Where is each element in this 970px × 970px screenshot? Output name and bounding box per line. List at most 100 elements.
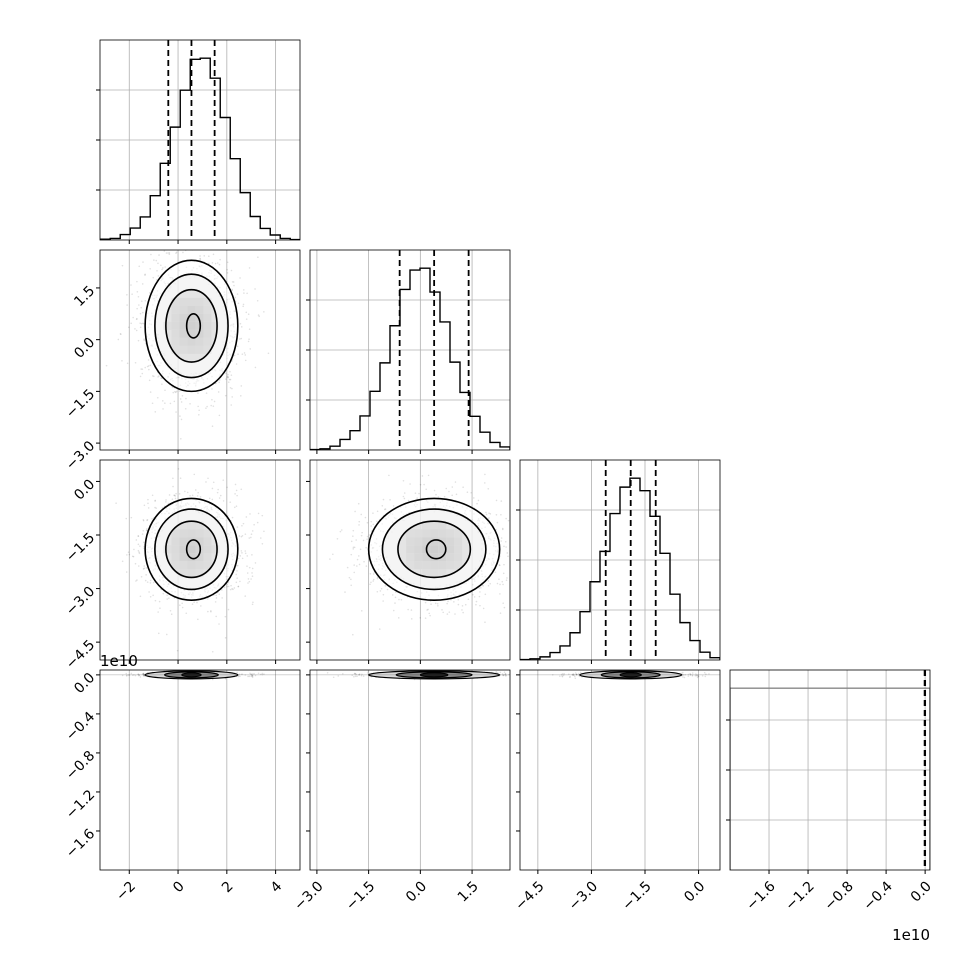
sample-point [248,580,251,583]
sample-point [445,487,448,490]
sample-point [126,304,128,306]
sample-point [142,518,145,521]
sample-point [219,258,221,261]
sample-point [562,674,565,677]
sample-point [479,591,481,593]
sample-point [479,604,481,607]
sample-point [140,322,143,325]
sample-point [256,521,259,524]
sample-point [218,379,221,381]
sample-point [127,674,130,676]
sample-point [425,488,428,491]
sample-point [522,548,524,550]
sample-point [240,337,243,340]
sample-point [135,580,137,582]
sample-point [211,388,213,390]
sample-point [206,598,209,600]
sample-point [153,259,155,261]
sample-point [234,506,236,509]
sample-point [248,566,251,569]
sample-point [447,600,449,603]
sample-point [139,326,142,329]
sample-point [137,339,140,342]
sample-point [480,586,482,589]
scatter-panel-0-1 [100,250,277,450]
sample-point [168,494,171,496]
sample-point [164,402,166,405]
sample-point [368,534,371,536]
sample-point [212,405,215,407]
sample-point [168,253,171,256]
sample-point [145,529,148,532]
sample-point [689,672,691,675]
sample-point [143,565,146,567]
sample-point [455,493,458,496]
sample-point [253,672,255,675]
sample-point [241,673,244,676]
sample-point [684,673,687,676]
sample-point [180,418,183,421]
sample-point [249,348,252,350]
sample-point [504,540,507,543]
sample-point [227,376,230,378]
x-tick-label: −1.2 [782,878,817,913]
sample-point [523,672,525,674]
panel-frame [519,669,721,871]
sample-point [687,675,690,677]
sample-point [236,671,238,674]
sample-point [147,507,150,509]
sample-point [427,608,429,611]
sample-point [362,539,365,542]
sample-point [471,593,474,596]
sample-point [326,672,329,674]
sample-point [470,491,473,494]
histogram-step [730,687,930,870]
sample-point [128,674,131,676]
sample-point [578,675,581,678]
sample-point [105,364,108,367]
sample-point [161,268,163,271]
sample-point [135,539,138,541]
sample-point [137,295,140,298]
sample-point [237,353,239,355]
sample-point [360,513,363,516]
sample-point [407,608,409,611]
sample-point [251,572,253,574]
sample-point [504,673,507,675]
sample-point [136,290,139,293]
sample-point [251,575,254,577]
sample-point [382,498,385,501]
sample-point [179,477,182,480]
sample-point [254,366,257,369]
sample-point [165,633,168,636]
sample-point [247,313,250,316]
sample-point [357,502,360,505]
sample-point [211,650,214,653]
sample-point [142,322,144,325]
sample-point [250,673,253,676]
histogram-panel-0 [100,40,300,240]
sample-point [181,394,184,397]
sample-point [142,541,145,544]
sample-point [451,486,454,488]
sample-point [337,675,340,677]
sample-point [370,525,372,527]
sample-point [147,502,149,505]
y-tick-label: 0.0 [71,335,98,362]
sample-point [495,499,498,502]
sample-point [244,550,247,552]
sample-point [165,501,167,503]
sample-point [144,299,147,302]
sample-point [225,378,227,380]
sample-point [199,258,202,260]
sample-point [247,340,250,343]
sample-point [494,571,497,573]
sample-point [237,585,240,588]
sample-point [235,489,238,492]
sample-point [500,537,503,539]
x-tick-label: −3.0 [291,878,326,913]
sample-point [144,273,146,276]
sample-point [235,573,238,576]
sample-point [157,275,160,277]
sample-point [263,673,265,675]
